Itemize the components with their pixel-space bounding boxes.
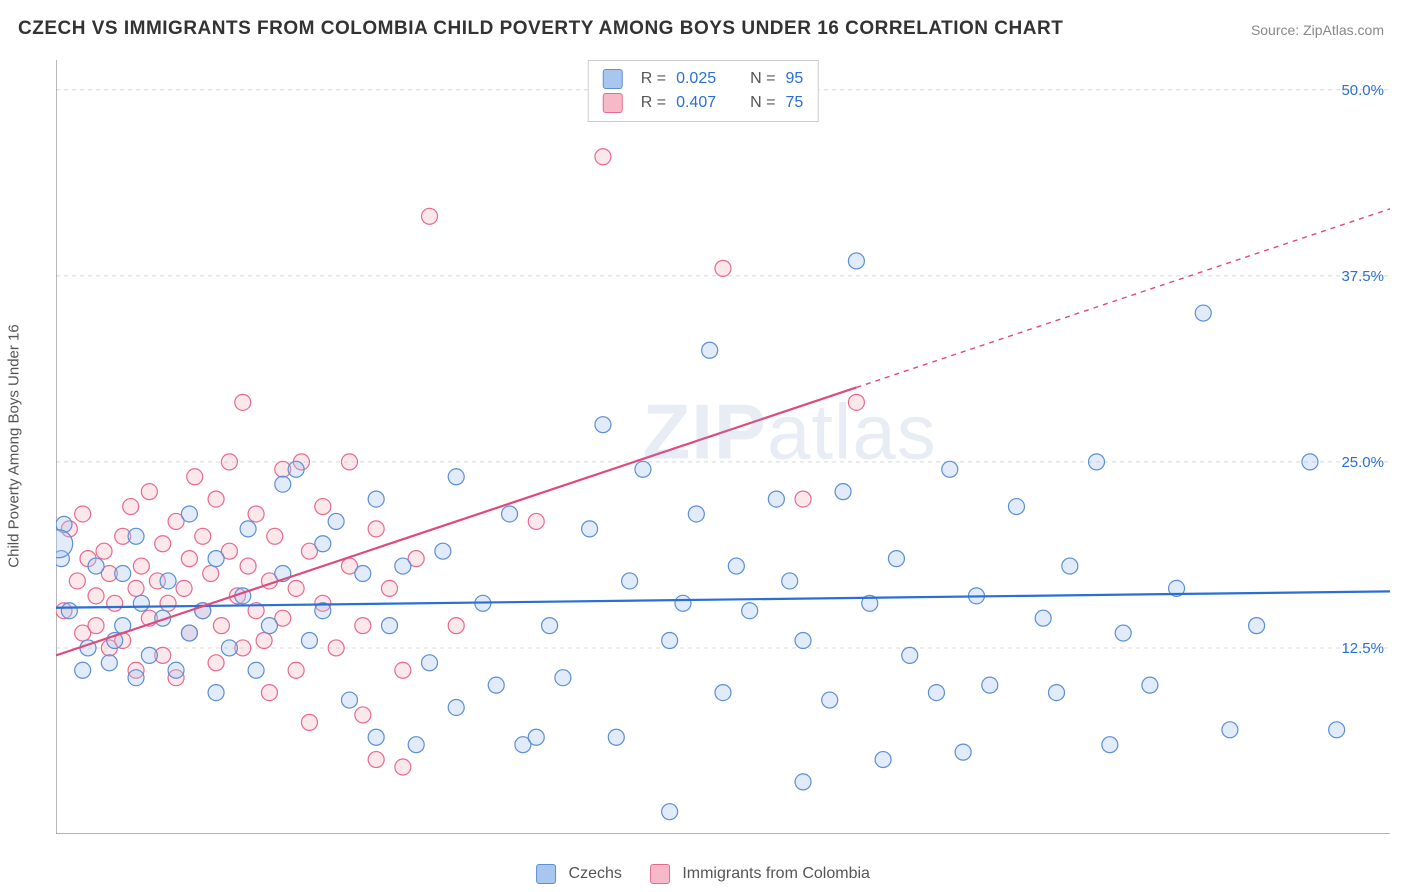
legend-label-0: Czechs (569, 865, 622, 882)
svg-text:12.5%: 12.5% (1341, 640, 1384, 657)
legend-item: Czechs (536, 864, 622, 884)
chart-container: CZECH VS IMMIGRANTS FROM COLOMBIA CHILD … (0, 0, 1406, 892)
plot-area: 0.0%50.0%12.5%25.0%37.5%50.0% ZIPatlas (56, 60, 1390, 834)
r-value-1: 0.407 (676, 94, 716, 112)
chart-title: CZECH VS IMMIGRANTS FROM COLOMBIA CHILD … (18, 18, 1063, 40)
n-label: N = (750, 70, 775, 88)
legend-swatch-series-0 (603, 69, 623, 89)
legend-label-1: Immigrants from Colombia (682, 865, 870, 882)
legend-swatch-series-1 (650, 864, 670, 884)
r-label: R = (641, 70, 666, 88)
legend-swatch-series-0 (536, 864, 556, 884)
legend-swatch-series-1 (603, 93, 623, 113)
source-attribution: Source: ZipAtlas.com (1251, 22, 1384, 38)
n-value-1: 75 (785, 94, 803, 112)
correlation-legend: R = 0.025 N = 95 R = 0.407 N = 75 (588, 60, 819, 122)
n-value-0: 95 (785, 70, 803, 88)
legend-item: Immigrants from Colombia (650, 864, 870, 884)
r-label: R = (641, 94, 666, 112)
n-label: N = (750, 94, 775, 112)
svg-text:25.0%: 25.0% (1341, 454, 1384, 471)
y-axis-label: Child Poverty Among Boys Under 16 (6, 324, 23, 567)
svg-text:37.5%: 37.5% (1341, 268, 1384, 285)
scatter-plot-svg: 0.0%50.0%12.5%25.0%37.5%50.0% (56, 60, 1390, 834)
correlation-legend-row: R = 0.407 N = 75 (603, 91, 804, 115)
series-legend: Czechs Immigrants from Colombia (536, 864, 870, 884)
r-value-0: 0.025 (676, 70, 716, 88)
correlation-legend-row: R = 0.025 N = 95 (603, 67, 804, 91)
svg-text:50.0%: 50.0% (1341, 82, 1384, 99)
